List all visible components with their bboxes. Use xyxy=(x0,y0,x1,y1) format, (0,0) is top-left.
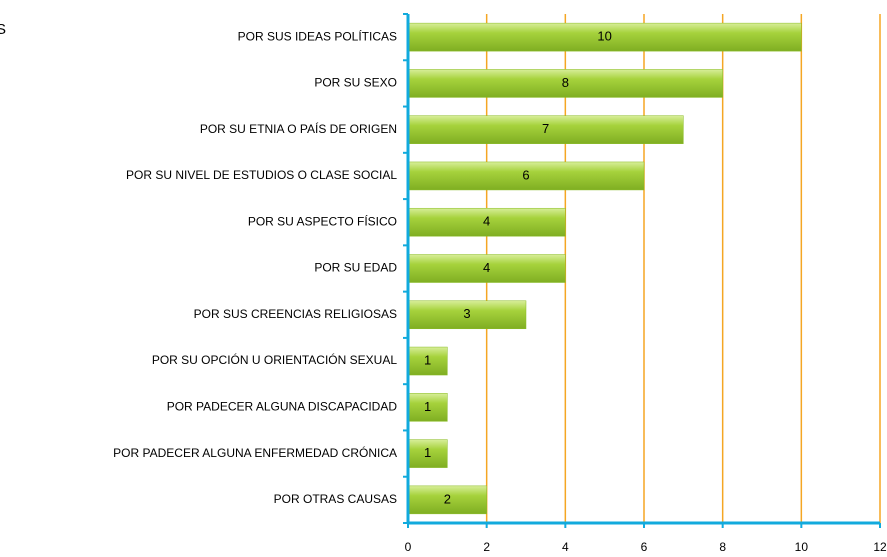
x-tick-label: 4 xyxy=(562,540,569,554)
data-label: 4 xyxy=(483,214,490,229)
bar xyxy=(407,300,527,330)
bar xyxy=(407,254,566,283)
data-label: 10 xyxy=(597,29,611,44)
data-label: 7 xyxy=(542,121,549,136)
data-label: 6 xyxy=(522,167,529,182)
y-tick-label: POR SU SEXO xyxy=(314,76,397,90)
bar xyxy=(407,393,448,422)
y-tick-label: POR SUS CREENCIAS RELIGIOSAS xyxy=(194,307,397,321)
y-tick-label: POR OTRAS CAUSAS xyxy=(274,492,397,506)
x-tick-label: 10 xyxy=(795,540,809,554)
y-tick-label: POR SUS IDEAS POLÍTICAS xyxy=(238,28,397,43)
bar xyxy=(407,161,645,191)
x-tick-label: 0 xyxy=(405,540,412,554)
bar xyxy=(407,346,448,376)
data-label: 3 xyxy=(463,306,470,321)
bar xyxy=(407,69,723,98)
x-tick-label: 2 xyxy=(483,540,490,554)
bar xyxy=(407,115,684,144)
x-tick-label: 6 xyxy=(641,540,648,554)
bar xyxy=(407,22,802,52)
y-tick-label: POR SU NIVEL DE ESTUDIOS O CLASE SOCIAL xyxy=(126,168,397,182)
data-label: 2 xyxy=(444,491,451,506)
chart-title: S xyxy=(0,21,6,38)
y-tick-label: POR SU ASPECTO FÍSICO xyxy=(248,213,397,228)
y-tick-label: POR SU ETNIA O PAÍS DE ORIGEN xyxy=(200,121,397,136)
data-label: 1 xyxy=(424,352,431,367)
data-label: 4 xyxy=(483,260,490,275)
y-tick-label: POR SU EDAD xyxy=(314,261,397,275)
bar xyxy=(407,207,566,237)
y-tick-label: POR PADECER ALGUNA ENFERMEDAD CRÓNICA xyxy=(113,445,397,460)
bar xyxy=(407,439,448,468)
x-tick-label: 8 xyxy=(719,540,726,554)
x-tick-label: 12 xyxy=(873,540,887,554)
y-tick-label: POR SU OPCIÓN U ORIENTACIÓN SEXUAL xyxy=(152,352,397,367)
data-label: 1 xyxy=(424,399,431,414)
data-label: 1 xyxy=(424,445,431,460)
y-tick-label: POR PADECER ALGUNA DISCAPACIDAD xyxy=(167,399,398,413)
data-label: 8 xyxy=(562,75,569,90)
bar xyxy=(407,485,487,515)
